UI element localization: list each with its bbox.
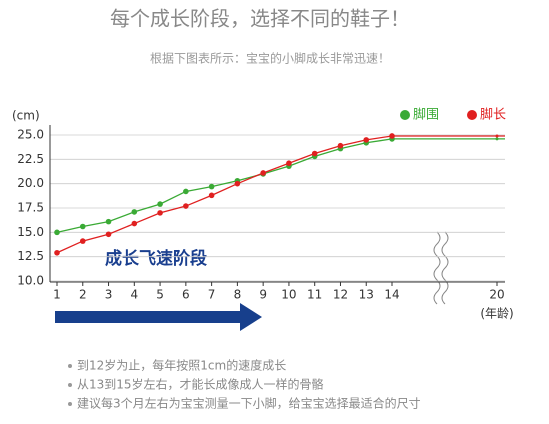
- x-tick-label: 6: [182, 288, 190, 302]
- axis-break: [433, 231, 449, 305]
- point: [234, 180, 241, 187]
- point: [208, 192, 215, 199]
- y-tick-label: 15.0: [17, 225, 44, 239]
- x-axis-label: (年龄): [480, 307, 513, 321]
- point: [389, 133, 395, 139]
- x-tick-label: 8: [234, 288, 242, 302]
- x-tick-label: 2: [79, 288, 87, 302]
- note: 从13到15岁左右，才能长成像成人一样的骨骼: [77, 377, 324, 392]
- series-line: [56, 135, 505, 254]
- legend-label: 脚长: [480, 107, 506, 123]
- point: [79, 238, 86, 244]
- annotation: 成长飞速阶段: [105, 248, 207, 269]
- point: [260, 170, 266, 176]
- legend-marker: [400, 110, 410, 120]
- x-tick-label: 11: [307, 288, 322, 302]
- point: [157, 201, 163, 207]
- x-tick-label: 5: [156, 288, 164, 302]
- point: [105, 218, 112, 225]
- y-tick-label: 22.5: [17, 152, 44, 166]
- point: [54, 249, 60, 256]
- bullet: [68, 364, 72, 368]
- bullet: [68, 383, 72, 387]
- bullet: [68, 402, 72, 406]
- x-tick-label: 4: [130, 288, 138, 302]
- chart-subtitle: 根据下图表所示：宝宝的小脚成长非常迅速！: [150, 51, 390, 66]
- y-tick-label: 25.0: [17, 128, 44, 142]
- point: [311, 150, 318, 157]
- point: [495, 134, 499, 138]
- series-line: [56, 138, 505, 233]
- note: 到12岁为止，每年按照1cm的速度成长: [77, 358, 286, 373]
- point: [131, 220, 138, 227]
- x-tick-label: 12: [333, 288, 348, 302]
- y-tick-label: 20.0: [17, 176, 44, 190]
- point: [495, 137, 499, 141]
- point: [131, 209, 138, 215]
- x-tick-label: 13: [359, 288, 374, 302]
- y-tick-label: 10.0: [17, 274, 44, 288]
- legend-label: 脚围: [413, 107, 439, 123]
- point: [337, 142, 344, 149]
- x-tick-label: 1: [53, 288, 61, 302]
- point: [183, 203, 189, 209]
- x-tick-label: 7: [208, 288, 216, 302]
- y-tick-label: 17.5: [17, 201, 44, 215]
- point: [363, 137, 370, 143]
- x-tick-label: 20: [489, 288, 504, 302]
- x-tick-label: 3: [105, 288, 113, 302]
- point: [79, 223, 86, 230]
- chart-title: 每个成长阶段，选择不同的鞋子！: [110, 7, 410, 31]
- point: [157, 210, 163, 216]
- point: [105, 231, 112, 238]
- y-axis-label: (cm): [12, 109, 40, 123]
- y-tick-label: 12.5: [17, 249, 44, 263]
- x-tick-label: 9: [259, 288, 267, 302]
- point: [183, 188, 189, 195]
- x-tick-label: 14: [384, 288, 399, 302]
- x-tick-label: 10: [281, 288, 296, 302]
- arrow: [55, 303, 262, 331]
- legend-marker: [467, 110, 477, 120]
- point: [286, 160, 292, 167]
- point: [54, 229, 60, 236]
- point: [208, 183, 215, 190]
- note: 建议每3个月左右为宝宝测量一下小脚，给宝宝选择最适合的尺寸: [77, 396, 421, 411]
